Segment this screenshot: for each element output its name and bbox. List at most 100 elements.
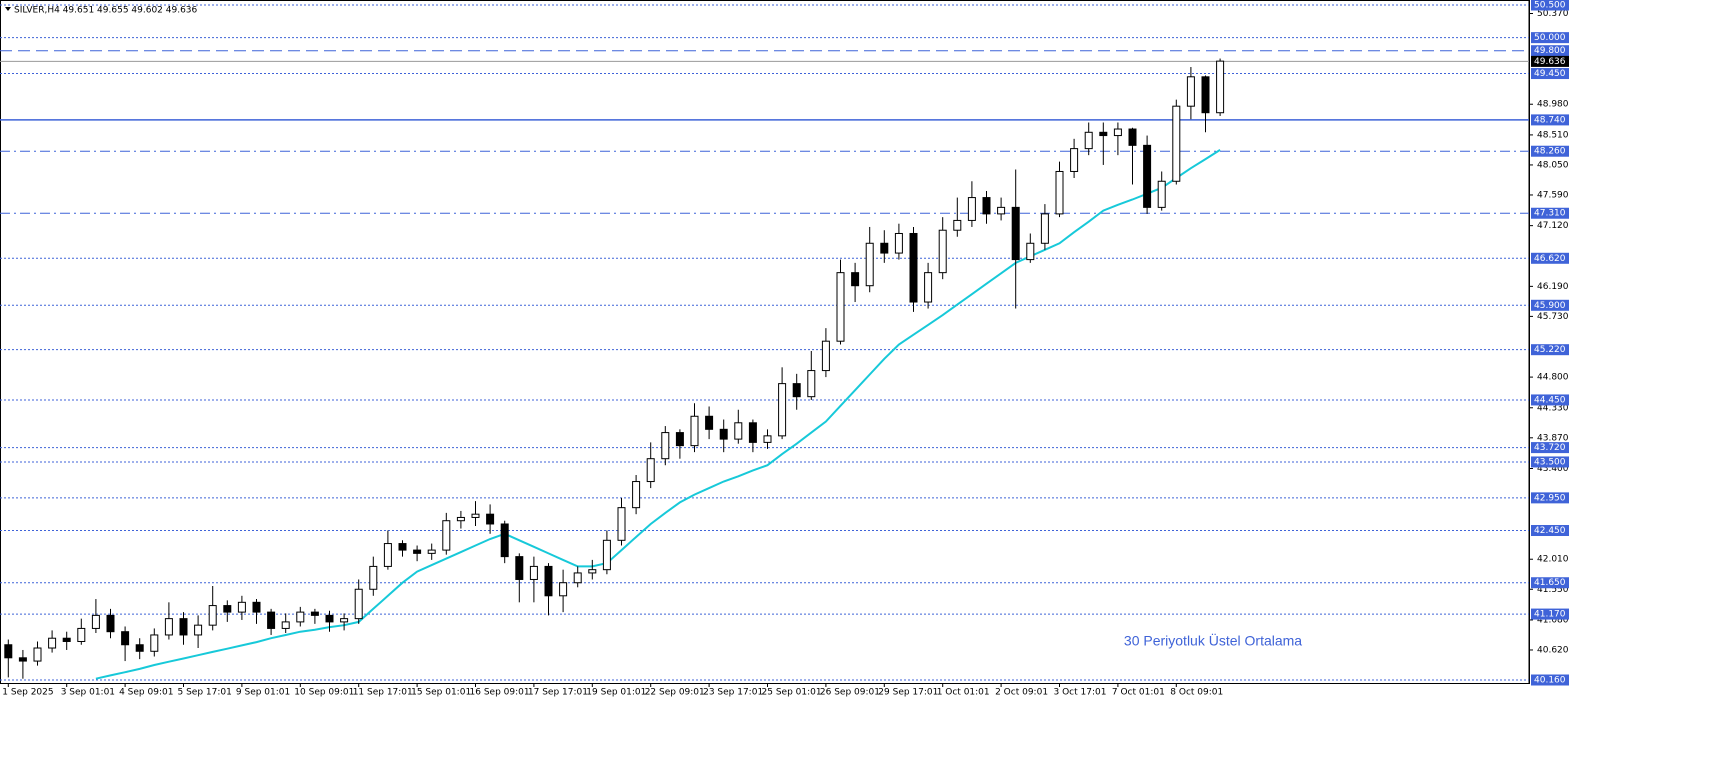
level-box: [1531, 32, 1569, 44]
candle-body: [1201, 76, 1210, 114]
candle-body: [340, 618, 349, 623]
candle-body: [413, 549, 422, 554]
candle-body: [982, 197, 991, 215]
candle-body: [296, 611, 305, 623]
candle-body: [223, 605, 232, 613]
level-label: 50.500: [1534, 1, 1566, 11]
candle-body: [135, 644, 144, 652]
candle-body: [1143, 144, 1152, 208]
candle-body: [442, 520, 451, 551]
x-tick-label: 26 Sep 09:01: [820, 688, 880, 698]
level-box: [1531, 114, 1569, 126]
y-tick-label: 48.980: [1537, 100, 1569, 110]
x-tick-label: 3 Oct 17:01: [1054, 688, 1107, 698]
y-tick-label: 41.550: [1537, 585, 1569, 595]
candle-body: [967, 197, 976, 221]
x-tick-label: 1 Oct 01:01: [937, 688, 990, 698]
candle-body: [953, 219, 962, 231]
candle-body: [1040, 213, 1049, 244]
level-box: [1531, 577, 1569, 589]
x-tick-label: 17 Sep 17:01: [528, 688, 588, 698]
y-tick-label: 40.620: [1537, 645, 1569, 655]
x-tick-label: 7 Oct 01:01: [1112, 688, 1165, 698]
candle-body: [1011, 206, 1020, 261]
x-tick-label: 19 Sep 01:01: [586, 688, 646, 698]
candle-body: [544, 565, 553, 597]
candle-body: [997, 206, 1006, 215]
candle-body: [1070, 148, 1079, 172]
level-box: [1531, 525, 1569, 537]
candle-body: [427, 549, 436, 554]
level-box: [1531, 344, 1569, 356]
candle-body: [588, 569, 597, 574]
candle-body: [179, 618, 188, 636]
x-tick-label: 11 Sep 17:01: [353, 688, 413, 698]
x-tick-label: 29 Sep 17:01: [878, 688, 938, 698]
level-label: 49.450: [1534, 69, 1566, 79]
candle-body: [559, 582, 568, 597]
candle-body: [632, 481, 641, 509]
level-label: 47.310: [1534, 209, 1566, 219]
candle-body: [471, 513, 480, 518]
chart-header: SILVER,H4 49.651 49.655 49.602 49.636: [14, 6, 198, 16]
candle-body: [252, 601, 261, 613]
y-tick-label: 48.050: [1537, 160, 1569, 170]
y-tick-label: 44.330: [1537, 403, 1569, 413]
candle-body: [267, 611, 276, 629]
level-label: 41.170: [1534, 610, 1566, 620]
candle-body: [1084, 131, 1093, 150]
x-tick-label: 2 Oct 09:01: [995, 688, 1048, 698]
level-label: 45.220: [1534, 345, 1566, 355]
y-tick-label: 41.080: [1537, 615, 1569, 625]
level-label: 48.740: [1534, 115, 1566, 125]
y-tick-label: 47.590: [1537, 190, 1569, 200]
level-box: [1531, 207, 1569, 219]
candle-body: [529, 565, 538, 580]
candle-body: [778, 383, 787, 437]
level-box: [1531, 674, 1569, 686]
candle-body: [354, 588, 363, 620]
level-box: [1531, 68, 1569, 80]
level-label: 43.720: [1534, 443, 1566, 453]
x-tick-label: 1 Sep 2025: [2, 688, 53, 698]
y-tick-label: 42.010: [1537, 555, 1569, 565]
candle-body: [369, 565, 378, 590]
y-tick-label: 43.400: [1537, 464, 1569, 474]
y-tick-label: 43.870: [1537, 433, 1569, 443]
candle-body: [617, 507, 626, 541]
candle-body: [807, 370, 816, 398]
level-label: 45.900: [1534, 301, 1566, 311]
annotation: 30 Periyotluk Üstel Ortalama: [1124, 632, 1302, 649]
candle-body: [106, 614, 115, 633]
x-tick-label: 5 Sep 17:01: [178, 688, 232, 698]
x-tick-label: 23 Sep 17:01: [703, 688, 763, 698]
level-box: [1531, 145, 1569, 157]
level-label: 42.450: [1534, 526, 1566, 536]
candle-body: [325, 614, 334, 623]
menu-arrow: [5, 7, 11, 11]
candle-body: [602, 539, 611, 571]
level-box: [1531, 299, 1569, 311]
candle-body: [719, 428, 728, 440]
x-tick-label: 22 Sep 09:01: [645, 688, 705, 698]
candle-body: [1186, 76, 1195, 107]
candle-body: [77, 627, 86, 642]
level-label: 48.260: [1534, 147, 1566, 157]
y-tick-label: 50.370: [1537, 9, 1569, 19]
current-price-label: 49.636: [1534, 57, 1566, 67]
level-box: [1531, 492, 1569, 504]
candle-body: [894, 232, 903, 254]
candle-body: [675, 432, 684, 447]
candle-body: [18, 657, 27, 662]
level-label: 41.650: [1534, 578, 1566, 588]
candle-body: [310, 611, 319, 616]
y-tick-label: 47.120: [1537, 221, 1569, 231]
level-label: 44.450: [1534, 395, 1566, 405]
candle-body: [281, 621, 290, 629]
y-tick-label: 46.190: [1537, 282, 1569, 292]
x-tick-label: 10 Sep 09:01: [294, 688, 354, 698]
candle-body: [851, 272, 860, 287]
candle-body: [573, 572, 582, 584]
candle-body: [792, 383, 801, 398]
candle-body: [164, 618, 173, 636]
